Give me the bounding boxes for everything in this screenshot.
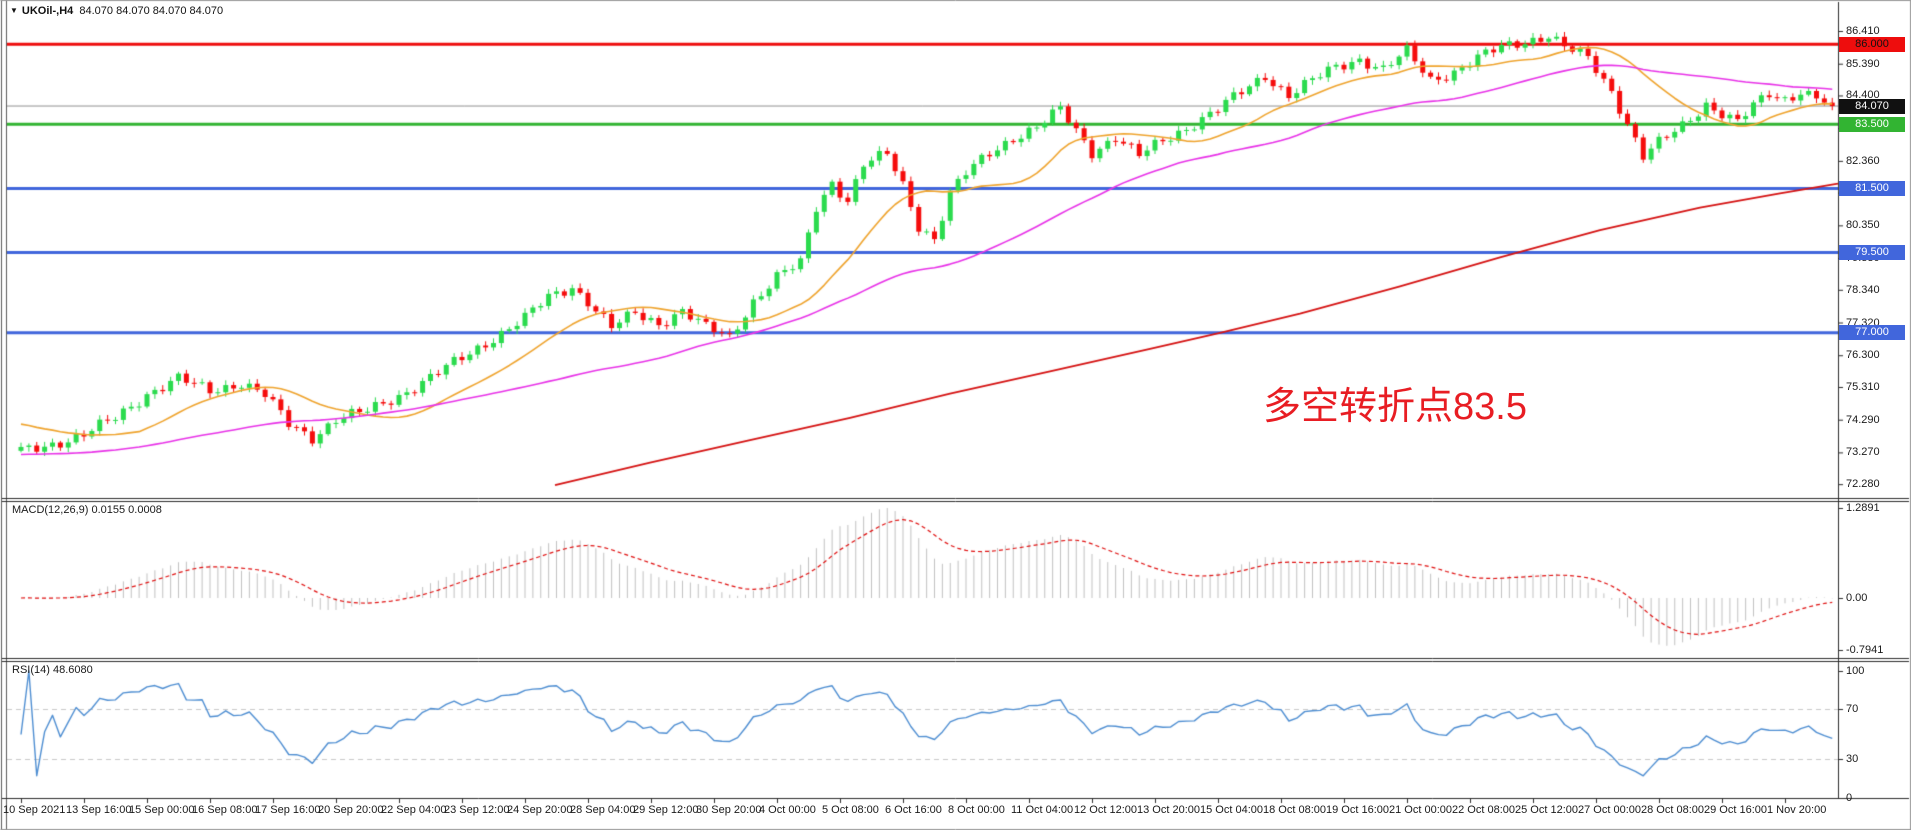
price-tick-label: 72.280: [1846, 478, 1880, 491]
rsi-tick-label: 0: [1846, 792, 1853, 804]
price-badge: 83.500: [1839, 116, 1905, 132]
price-tick-label: 86.410: [1846, 25, 1880, 37]
main-chart-panel[interactable]: [2, 2, 1838, 498]
time-label: 19 Oct 16:00: [1326, 804, 1389, 816]
time-label: 6 Oct 16:00: [885, 804, 942, 816]
rsi-panel[interactable]: [2, 662, 1838, 798]
rsi-name: RSI(14): [12, 664, 50, 676]
rsi-tick-label: 70: [1846, 703, 1859, 715]
time-label: 21 Oct 00:00: [1389, 804, 1452, 816]
time-label: 12 Oct 12:00: [1074, 804, 1137, 816]
price-tick-label: 82.360: [1846, 154, 1880, 167]
macd-tick-label: 0.00: [1846, 592, 1868, 604]
time-label: 15 Oct 04:00: [1200, 804, 1263, 816]
time-label: 15 Sep 00:00: [129, 804, 195, 816]
time-label: 23 Sep 12:00: [444, 804, 510, 816]
macd-tick-label: 1.2891: [1846, 502, 1880, 514]
macd-tick-label: -0.7941: [1846, 644, 1884, 656]
time-label: 25 Oct 12:00: [1515, 804, 1578, 816]
macd-values: 0.0155 0.0008: [91, 504, 162, 516]
time-label: 22 Sep 04:00: [381, 804, 447, 816]
macd-name: MACD(12,26,9): [12, 504, 89, 516]
time-label: 28 Oct 08:00: [1641, 804, 1704, 816]
time-label: 10 Sep 2021: [3, 804, 66, 816]
rsi-indicator-label: RSI(14) 48.6080: [12, 664, 93, 677]
time-label: 28 Sep 04:00: [570, 804, 636, 816]
time-label: 8 Oct 00:00: [948, 804, 1005, 816]
time-label: 24 Sep 20:00: [507, 804, 573, 816]
macd-panel[interactable]: [2, 502, 1838, 658]
price-badge: 86.000: [1839, 36, 1905, 52]
price-tick-label: 84.400: [1846, 89, 1880, 102]
price-badge: 79.500: [1839, 245, 1905, 261]
price-tick-label: 78.340: [1846, 283, 1880, 296]
price-tick-label: 76.300: [1846, 349, 1880, 362]
time-label: 13 Sep 16:00: [66, 804, 132, 816]
quote-values: 84.070 84.070 84.070 84.070: [79, 5, 224, 17]
time-label: 11 Oct 04:00: [1011, 804, 1074, 816]
macd-indicator-label: MACD(12,26,9) 0.0155 0.0008: [12, 504, 162, 517]
rsi-tick-label: 100: [1846, 665, 1865, 677]
time-label: 30 Sep 20:00: [696, 804, 762, 816]
price-tick-label: 74.290: [1846, 413, 1880, 426]
price-badge: 81.500: [1839, 180, 1905, 196]
time-label: 17 Sep 16:00: [255, 804, 321, 816]
current-price-badge: 84.070: [1839, 98, 1905, 114]
price-tick-label: 80.350: [1846, 219, 1880, 232]
time-label: 5 Oct 08:00: [822, 804, 879, 816]
symbol-name: UKOil-,H4: [21, 5, 74, 17]
rsi-tick-label: 30: [1846, 753, 1859, 765]
rsi-value: 48.6080: [52, 664, 93, 676]
price-tick-label: 85.390: [1846, 57, 1880, 70]
price-tick-label: 73.270: [1846, 446, 1880, 459]
symbol-title[interactable]: ▼ UKOil-,H4 84.070 84.070 84.070 84.070: [10, 5, 223, 18]
time-label: 1 Nov 20:00: [1767, 804, 1827, 816]
time-label: 16 Sep 08:00: [192, 804, 258, 816]
chevron-down-icon[interactable]: ▼: [10, 6, 18, 15]
time-label: 4 Oct 00:00: [759, 804, 816, 816]
time-axis[interactable]: [2, 799, 1838, 828]
time-label: 13 Oct 20:00: [1137, 804, 1200, 816]
time-label: 27 Oct 00:00: [1578, 804, 1641, 816]
time-label: 29 Sep 12:00: [633, 804, 699, 816]
time-label: 20 Sep 20:00: [318, 804, 384, 816]
price-tick-label: 75.310: [1846, 380, 1880, 393]
time-label: 18 Oct 08:00: [1263, 804, 1326, 816]
price-badge: 77.000: [1839, 325, 1905, 341]
time-label: 29 Oct 16:00: [1704, 804, 1767, 816]
chart-annotation-text: 多空转折点83.5: [1263, 386, 1527, 428]
time-label: 22 Oct 08:00: [1452, 804, 1515, 816]
